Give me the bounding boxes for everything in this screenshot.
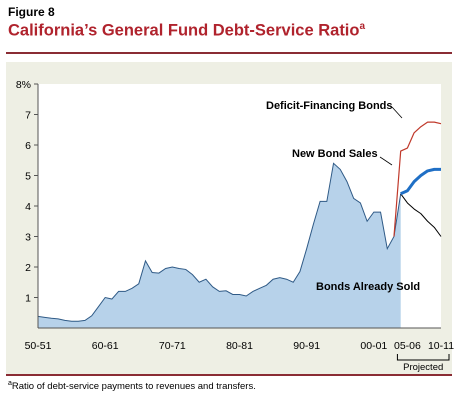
chart-title: California’s General Fund Debt-Service R… [8,21,365,41]
bonds-already-sold-projection-line [400,193,442,237]
y-tick-label: 1 [25,293,31,305]
y-tick-label: 6 [25,140,31,152]
x-tick-label: 50-51 [25,340,52,352]
deficit-financing-bonds-line [393,121,442,237]
bonds-already-sold-label: Bonds Already Sold [316,281,420,293]
y-tick-label: 3 [25,232,31,244]
x-tick-label: 90-91 [293,340,320,352]
x-tick-label: 70-71 [159,340,186,352]
x-tick-label: 00-01 [360,340,387,352]
footnote-text: Ratio of debt-service payments to revenu… [11,381,256,393]
axes-layer: 1 2 3 4 5 6 7 8% 50-51 60-61 70-71 80-81 90-91 00-01 0… [16,79,454,373]
y-tick-label: 4 [25,201,31,213]
footnote: aRatio of debt-service payments to reven… [8,380,256,392]
x-tick-label: 10-11 [428,340,454,352]
x-tick-label: 80-81 [226,340,253,352]
top-rule [6,52,452,54]
projected-label: Projected [403,362,443,373]
new-bonds-label-pointer [379,156,393,166]
labels-layer: Deficit-Financing Bonds New Bond Sales Bon… [266,100,420,293]
chart-title-text: California’s General Fund Debt-Service R… [8,21,360,40]
x-tick-label: 05-06 [394,340,421,352]
area-layer [37,84,441,328]
new-bond-sales-line [400,167,441,196]
y-tick-label: 7 [25,110,31,122]
deficit-financing-label: Deficit-Financing Bonds [266,100,393,112]
new-bond-sales-label: New Bond Sales [292,148,378,160]
x-tick-label: 60-61 [92,340,119,352]
figure-label: Figure 8 [8,5,55,19]
bonds-already-sold-edge [37,162,402,322]
y-tick-label: 2 [25,262,31,274]
title-footnote-marker: a [359,21,366,32]
deficit-label-pointer [391,106,403,119]
y-tick-label: 8% [16,79,31,91]
projected-bracket [396,354,450,361]
bottom-rule [6,374,452,376]
y-tick-label: 5 [25,171,31,183]
footnote-marker: a [8,380,12,387]
bonds-already-sold-area [38,163,401,328]
lines-layer [393,121,442,237]
